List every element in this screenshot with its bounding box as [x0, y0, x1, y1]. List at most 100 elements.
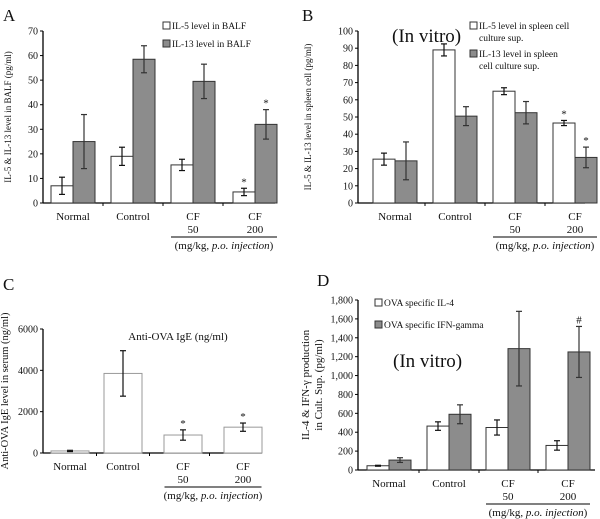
significance-mark: *: [263, 98, 269, 110]
dose-label: 50: [178, 474, 190, 486]
dose-label: 50: [510, 224, 522, 236]
y-tick-label: 100: [338, 27, 353, 38]
legend-label: OVA specific IL-4: [384, 298, 454, 309]
y-tick-label: 70: [343, 78, 353, 89]
significance-mark: #: [576, 314, 582, 326]
x-tick-label: Normal: [53, 461, 87, 473]
dose-unit-part: p.o. injection: [532, 240, 591, 252]
dose-unit-label: (mg/kg, p.o. injection): [489, 507, 588, 519]
dose-unit-part: ): [584, 507, 588, 519]
panel-label: B: [302, 6, 313, 25]
legend-swatch: [374, 298, 383, 307]
y-tick-label: 30: [28, 125, 38, 136]
x-tick-label: Normal: [372, 478, 406, 490]
dose-unit-part: (mg/kg,: [164, 490, 201, 502]
x-tick-label: CF: [236, 461, 249, 473]
y-tick-label: 50: [28, 76, 38, 87]
y-tick-label: 90: [343, 44, 353, 55]
legend-label-line2: cell culture sup.: [479, 62, 539, 72]
dose-unit-part: (mg/kg,: [496, 240, 533, 252]
legend-label: IL-5 level in spleen cell: [479, 22, 570, 32]
x-tick-label: Control: [438, 211, 472, 223]
x-tick-label: CF: [501, 478, 514, 490]
legend-label: IL-5 level in BALF: [172, 22, 246, 32]
x-tick-label: CF: [186, 211, 199, 223]
dose-unit-part: (mg/kg,: [175, 240, 212, 252]
y-tick-label: 20: [28, 149, 38, 160]
x-tick-label: Control: [106, 461, 140, 473]
y-axis-label: IL-4 & IFN-γ production: [300, 329, 312, 440]
dose-unit-label: (mg/kg, p.o. injection): [175, 240, 274, 252]
y-tick-label: 10: [28, 174, 38, 185]
y-tick-label: 200: [338, 447, 353, 458]
bar-il-13-level-in-balf-2: [192, 80, 216, 204]
y-tick-label: 1,000: [331, 371, 354, 382]
panel-c: C 0 2000 4000 6000 Anti-OVA IgE level in seru…: [0, 275, 263, 502]
panel-a: A 0 10 20 30 40 50 60 70 IL-5 & IL-13 level in BA…: [3, 6, 278, 252]
dose-unit-part: p.o. injection: [211, 240, 270, 252]
y-tick-label: 800: [338, 390, 353, 401]
y-axis-label: Anti-OVA IgE level in serum (ng/ml): [0, 312, 11, 469]
y-tick-label: 60: [28, 51, 38, 62]
y-tick-label: 50: [343, 113, 353, 124]
dose-unit-part: (mg/kg,: [489, 507, 526, 519]
bar-il-5-level-in-spleen-cell-1: [432, 49, 456, 204]
x-tick-label: CF: [561, 478, 574, 490]
x-tick-label: CF: [568, 211, 581, 223]
legend-swatch: [469, 21, 478, 30]
panel-label: A: [3, 6, 16, 25]
legend-label: IL-13 level in spleen: [479, 50, 558, 60]
legend-swatch: [162, 39, 171, 48]
in-vitro-note: (In vitro): [393, 351, 462, 372]
y-tick-label: 60: [343, 95, 353, 106]
dose-unit-part: p.o. injection: [200, 490, 259, 502]
dose-label: 200: [560, 491, 577, 503]
x-tick-label: CF: [248, 211, 261, 223]
y-axis-label: IL-5 & IL-13 level in BALF (pg/ml): [3, 51, 13, 182]
y-tick-label: 1,800: [331, 296, 354, 307]
dose-unit-part: ): [259, 490, 263, 502]
x-tick-label: CF: [176, 461, 189, 473]
x-tick-label: Control: [116, 211, 150, 223]
significance-mark: *: [240, 411, 246, 423]
y-tick-label: 70: [28, 27, 38, 38]
significance-mark: *: [583, 135, 589, 147]
y-tick-label: 2000: [18, 407, 38, 418]
y-axis-label-line2: in Cult. Sup. (pg/ml): [313, 339, 325, 431]
legend-label-line2: culture sup.: [479, 34, 523, 44]
panel-b: B 0 10 20 30 40 50 60 70 80 90 100 IL-5 & IL-13 leve…: [302, 6, 598, 252]
x-tick-label: CF: [508, 211, 521, 223]
dose-unit-label: (mg/kg, p.o. injection): [496, 240, 595, 252]
panel-label: D: [317, 271, 329, 290]
dose-label: 200: [235, 474, 252, 486]
y-axis-label: IL-5 & IL-13 level in spleen cell (pg/ml…: [303, 44, 313, 191]
y-tick-label: 10: [343, 181, 353, 192]
in-vitro-note: (In vitro): [392, 26, 461, 47]
bar-il-13-level-in-spleen-1: [454, 115, 478, 204]
legend-swatch: [374, 320, 383, 329]
y-tick-label: 20: [343, 164, 353, 175]
dose-unit-part: ): [270, 240, 274, 252]
y-tick-label: 0: [348, 466, 353, 477]
dose-label: 50: [503, 491, 515, 503]
y-tick-label: 0: [33, 449, 38, 460]
panel-d: D 0 200 400 600 800 1,000 1,200 1,400 1,600 1,800 I…: [300, 271, 595, 519]
significance-mark: *: [241, 176, 247, 188]
legend-label: IL-13 level in BALF: [172, 40, 251, 50]
bar-il-13-level-in-spleen-2: [514, 112, 538, 204]
legend-swatch: [162, 21, 171, 30]
dose-unit-part: p.o. injection: [525, 507, 584, 519]
x-tick-label: Control: [432, 478, 466, 490]
dose-label: 200: [567, 224, 584, 236]
bar-il-13-level-in-balf-1: [132, 58, 156, 204]
y-tick-label: 40: [343, 130, 353, 141]
chart-title: Anti-OVA IgE (ng/ml): [128, 331, 228, 343]
y-tick-label: 400: [338, 428, 353, 439]
y-tick-label: 40: [28, 100, 38, 111]
x-tick-label: Normal: [378, 211, 412, 223]
bar-il-5-level-in-spleen-cell-2: [492, 90, 516, 204]
dose-unit-label: (mg/kg, p.o. injection): [164, 490, 263, 502]
y-tick-label: 600: [338, 409, 353, 420]
